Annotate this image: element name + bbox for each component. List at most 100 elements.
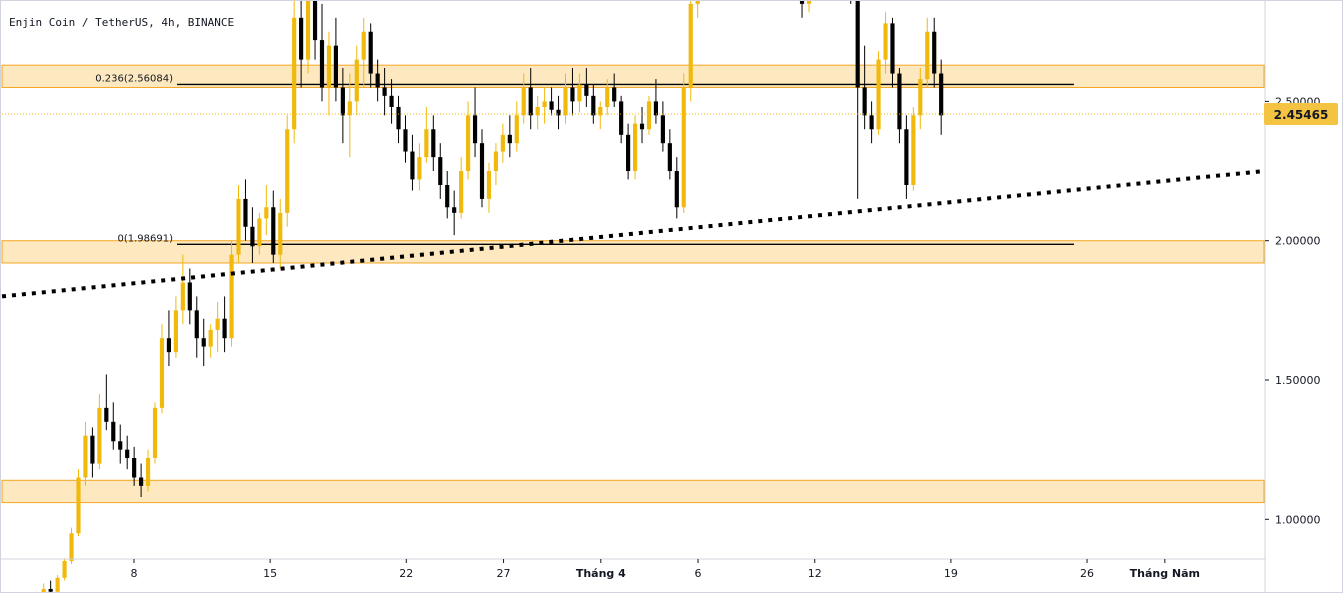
candle-body: [368, 31, 373, 74]
candle: [528, 67, 533, 130]
candle-body: [41, 588, 46, 593]
candle: [166, 310, 172, 367]
time-tick-label: 27: [497, 567, 511, 580]
time-tick-label: 6: [695, 567, 702, 580]
candle: [897, 67, 902, 144]
candle-body: [918, 79, 923, 116]
candle: [619, 95, 624, 144]
candle-body: [132, 458, 137, 478]
candle-body: [521, 87, 526, 116]
candle: [215, 301, 220, 353]
candle: [229, 240, 234, 347]
candle: [869, 101, 874, 144]
fib-label-5: 0.236(2.56084): [95, 73, 173, 84]
candle-body: [83, 435, 88, 478]
candle: [605, 79, 610, 116]
candle: [243, 179, 248, 241]
candle-body: [257, 218, 262, 247]
candle-body: [612, 87, 617, 102]
candle-body: [326, 45, 332, 88]
candle-body: [201, 338, 206, 347]
price-tick-label: 1.00000: [1275, 513, 1321, 526]
candles-layer: [36, 0, 944, 593]
candle-body: [347, 101, 352, 116]
candle: [250, 207, 255, 263]
candle: [257, 212, 262, 255]
candle-body: [626, 134, 631, 172]
candle: [653, 79, 659, 124]
current-price-tag-label: 2.45465: [1274, 108, 1329, 122]
candle-body: [563, 87, 568, 116]
candle: [563, 73, 568, 124]
trendline-layer: [1, 169, 1265, 299]
candle: [403, 115, 408, 163]
candle-body: [250, 226, 255, 247]
candle-body: [549, 101, 554, 110]
candle: [62, 558, 67, 581]
candle-body: [410, 151, 415, 180]
time-tick-label: 8: [131, 567, 138, 580]
candle-body: [445, 184, 450, 208]
candle-body: [876, 59, 881, 130]
candle: [466, 101, 471, 180]
zones-layer: [1, 64, 1265, 504]
candle-body: [598, 106, 603, 116]
candle-body: [159, 338, 165, 408]
candle: [911, 106, 916, 191]
candle: [312, 0, 318, 60]
candle: [918, 67, 923, 130]
candle-body: [438, 157, 443, 185]
candle: [326, 31, 332, 116]
candle: [201, 318, 206, 367]
candle-body: [62, 561, 67, 578]
candle: [361, 17, 366, 88]
candle: [159, 324, 165, 414]
time-tick-label: 19: [944, 567, 958, 580]
candle-body: [688, 3, 693, 88]
candle-body: [305, 0, 311, 60]
candle-body: [632, 123, 638, 172]
candle: [591, 84, 596, 124]
candle-body: [452, 207, 457, 213]
sr-zone-3: [1, 240, 1265, 264]
candle: [354, 45, 359, 116]
price-tick-label: 1.50000: [1275, 374, 1321, 387]
candle: [939, 59, 944, 135]
candle: [660, 101, 665, 152]
time-tick-label: 26: [1080, 567, 1094, 580]
candle: [305, 0, 311, 74]
candle-body: [97, 407, 102, 464]
candle: [285, 115, 290, 227]
candle: [76, 469, 81, 537]
time-tick-label: Tháng Năm: [1130, 567, 1200, 580]
candle-body: [556, 109, 561, 116]
candle-body: [869, 115, 874, 130]
candle: [194, 296, 199, 358]
candle-body: [493, 151, 499, 172]
candle: [69, 527, 74, 564]
ascending-trendline: [1, 169, 1265, 299]
candle: [542, 87, 547, 124]
candle-body: [591, 95, 596, 116]
candle: [278, 198, 283, 269]
candle-body: [104, 407, 109, 422]
candle: [452, 190, 457, 236]
time-tick-label: 15: [263, 567, 277, 580]
candle: [570, 67, 575, 116]
candle: [584, 67, 589, 107]
candle-body: [883, 23, 888, 60]
candle: [389, 79, 394, 124]
candle-body: [187, 282, 192, 311]
candle: [500, 123, 505, 163]
candle: [340, 67, 345, 144]
candle-body: [389, 95, 394, 107]
candle: [55, 575, 60, 593]
candle-body: [403, 129, 408, 152]
candle: [438, 143, 443, 199]
candle-body: [55, 577, 60, 592]
candle-body: [507, 134, 512, 144]
candle: [479, 129, 485, 208]
candle: [556, 95, 561, 130]
